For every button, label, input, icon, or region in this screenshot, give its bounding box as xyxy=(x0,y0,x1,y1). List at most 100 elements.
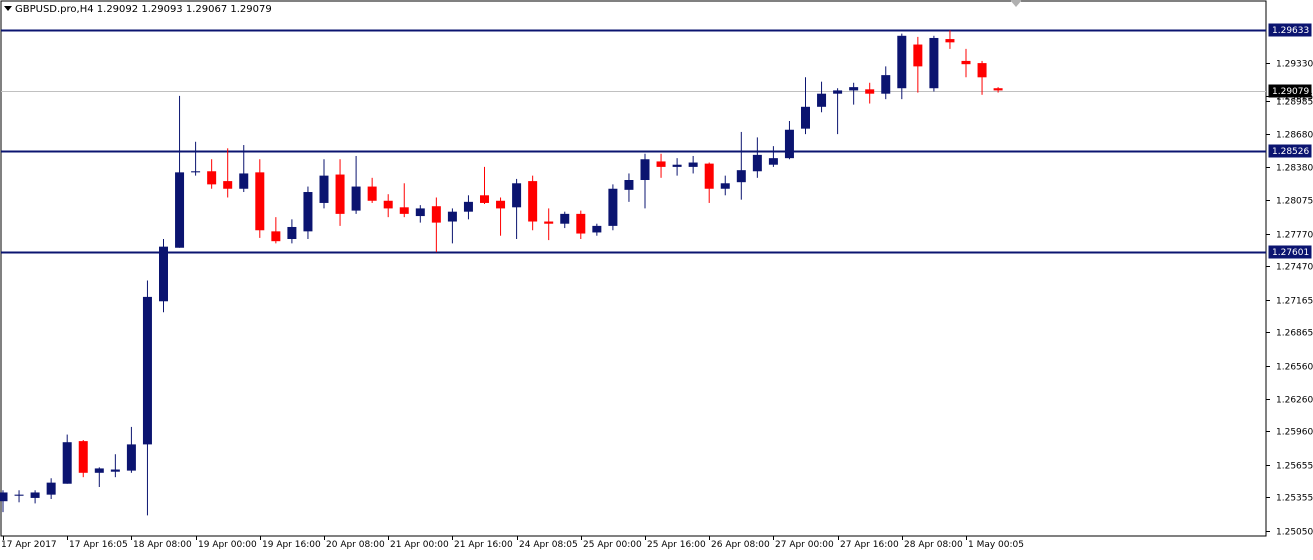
y-tick-label: 1.28075 xyxy=(1276,197,1313,207)
candle-body[interactable] xyxy=(431,206,441,223)
candle-body[interactable] xyxy=(383,200,393,209)
x-tick-label: 28 Apr 08:00 xyxy=(904,540,963,550)
x-tick-label: 19 Apr 16:00 xyxy=(262,540,321,550)
chart-title-text: GBPUSD.pro,H4 1.29092 1.29093 1.29067 1.… xyxy=(15,4,272,15)
candle-body[interactable] xyxy=(30,492,40,498)
candle-body[interactable] xyxy=(656,161,666,167)
candle-body[interactable] xyxy=(608,188,618,226)
x-tick-label: 25 Apr 00:00 xyxy=(583,540,642,550)
x-tick-label: 25 Apr 16:00 xyxy=(647,540,706,550)
y-tick-label: 1.26865 xyxy=(1276,329,1313,339)
x-tick-label: 19 Apr 00:00 xyxy=(198,540,257,550)
candle-body[interactable] xyxy=(239,173,249,189)
candle-body[interactable] xyxy=(303,192,313,232)
candle-body[interactable] xyxy=(528,181,538,222)
chart-shift-marker-icon[interactable] xyxy=(1010,0,1022,7)
candle-body[interactable] xyxy=(14,494,24,496)
x-tick-label: 26 Apr 08:00 xyxy=(711,540,770,550)
level-price-tag-label: 1.27601 xyxy=(1272,248,1309,258)
candle-body[interactable] xyxy=(142,296,152,445)
candle-body[interactable] xyxy=(576,213,586,234)
candle-body[interactable] xyxy=(255,172,265,231)
x-tick-label: 21 Apr 16:00 xyxy=(454,540,513,550)
y-tick-label: 1.25355 xyxy=(1276,494,1313,504)
candle-body[interactable] xyxy=(624,180,634,190)
current-price-tag-label: 1.29079 xyxy=(1272,87,1309,97)
y-tick-label: 1.25655 xyxy=(1276,462,1313,472)
candle-body[interactable] xyxy=(159,246,168,302)
y-tick-label: 1.29330 xyxy=(1276,60,1313,70)
candle-body[interactable] xyxy=(544,221,554,224)
candle-body[interactable] xyxy=(335,174,345,214)
candle-body[interactable] xyxy=(849,87,859,91)
candle-body[interactable] xyxy=(768,158,778,165)
y-tick-label: 1.27165 xyxy=(1276,297,1313,307)
level-price-tag-box xyxy=(1268,245,1312,259)
candle-body[interactable] xyxy=(704,163,714,189)
x-tick-label: 20 Apr 08:00 xyxy=(326,540,385,550)
candle-body[interactable] xyxy=(223,181,233,189)
x-tick-label: 24 Apr 08:05 xyxy=(519,540,578,550)
candle-body[interactable] xyxy=(496,200,506,209)
candle-body[interactable] xyxy=(415,208,425,217)
candle-body[interactable] xyxy=(319,175,329,203)
candle-body[interactable] xyxy=(110,469,120,472)
candle-body[interactable] xyxy=(817,93,827,107)
y-tick-label: 1.25960 xyxy=(1276,428,1313,438)
candle-body[interactable] xyxy=(62,442,72,484)
candle-body[interactable] xyxy=(367,186,377,201)
candle-body[interactable] xyxy=(929,37,939,89)
candle-body[interactable] xyxy=(672,164,682,167)
candle-body[interactable] xyxy=(46,482,56,495)
candle-body[interactable] xyxy=(271,231,281,242)
candle-body[interactable] xyxy=(736,170,746,183)
candle-body[interactable] xyxy=(833,90,843,94)
candle-body[interactable] xyxy=(977,63,987,78)
level-price-tag-box xyxy=(1268,23,1312,37)
candle-body[interactable] xyxy=(512,183,522,208)
plot-area[interactable] xyxy=(0,0,1267,537)
candle-body[interactable] xyxy=(560,213,570,224)
y-tick-label: 1.27470 xyxy=(1276,263,1313,273)
candle-body[interactable] xyxy=(881,75,891,94)
candle-body[interactable] xyxy=(399,207,409,214)
candle-body[interactable] xyxy=(287,226,297,239)
candle-body[interactable] xyxy=(94,468,104,473)
candle-body[interactable] xyxy=(640,159,650,181)
candle-body[interactable] xyxy=(993,88,1003,91)
candle-body[interactable] xyxy=(752,154,762,172)
x-tick-label: 18 Apr 08:00 xyxy=(133,540,192,550)
candle-body[interactable] xyxy=(913,44,923,67)
candle-body[interactable] xyxy=(865,89,875,94)
chart-title: GBPUSD.pro,H4 1.29092 1.29093 1.29067 1.… xyxy=(4,4,272,15)
candle-body[interactable] xyxy=(720,183,730,189)
candle-body[interactable] xyxy=(961,60,971,65)
y-tick-label: 1.26260 xyxy=(1276,396,1313,406)
level-price-tag-label: 1.28526 xyxy=(1272,147,1309,157)
candle-body[interactable] xyxy=(207,171,217,185)
candle-body[interactable] xyxy=(175,172,185,248)
candle-body[interactable] xyxy=(0,492,8,502)
dropdown-triangle-icon[interactable] xyxy=(4,6,12,11)
candle-body[interactable] xyxy=(480,195,489,203)
candle-body[interactable] xyxy=(801,106,810,129)
candle-body[interactable] xyxy=(78,441,88,473)
current-price-tag-box xyxy=(1268,84,1312,98)
candle-body[interactable] xyxy=(191,171,201,173)
candle-body[interactable] xyxy=(688,162,698,167)
candle-body[interactable] xyxy=(592,225,602,233)
y-tick-label: 1.27770 xyxy=(1276,231,1313,241)
candle-body[interactable] xyxy=(945,39,955,43)
candle-body[interactable] xyxy=(126,444,136,471)
candle-body[interactable] xyxy=(447,211,457,222)
candle-body[interactable] xyxy=(463,201,473,212)
candle-body[interactable] xyxy=(784,129,794,159)
x-tick-label: 27 Apr 16:00 xyxy=(840,540,899,550)
x-tick-label: 27 Apr 00:00 xyxy=(775,540,834,550)
y-tick-label: 1.25050 xyxy=(1276,528,1313,538)
x-tick-label: 1 May 00:05 xyxy=(968,540,1024,550)
candle-body[interactable] xyxy=(897,35,907,89)
candle-body[interactable] xyxy=(351,186,361,211)
